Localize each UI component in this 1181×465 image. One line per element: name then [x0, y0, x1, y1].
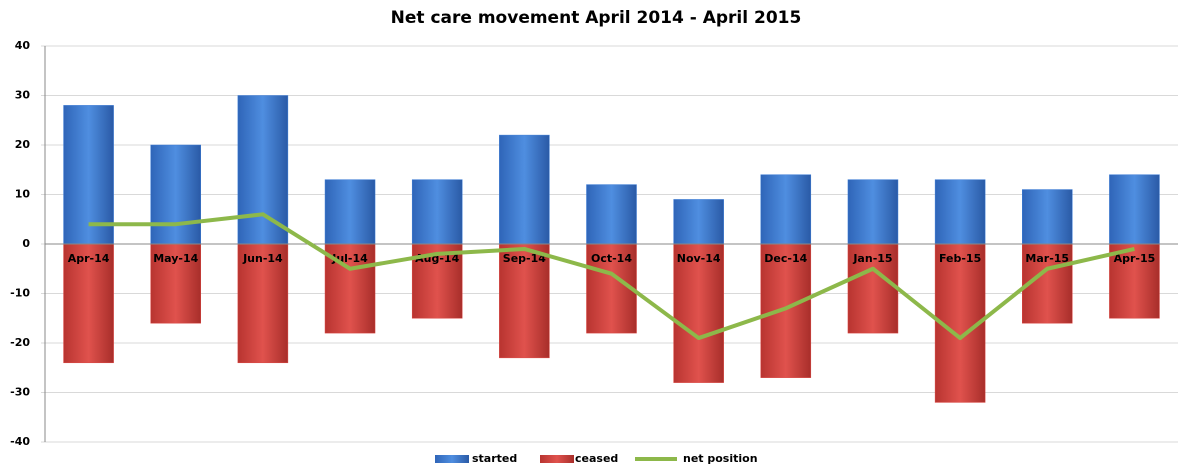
bar: [760, 243, 812, 378]
legend-label: net position: [683, 452, 758, 465]
y-tick-label: -10: [10, 287, 30, 300]
x-tick-label: Dec-14: [764, 252, 807, 265]
y-tick-label: 30: [15, 89, 31, 102]
y-tick-label: -40: [10, 435, 30, 448]
legend-label: ceased: [575, 452, 618, 465]
bar: [673, 199, 724, 245]
bar: [499, 243, 550, 359]
x-tick-label: Apr-14: [68, 252, 110, 265]
bar: [63, 243, 114, 364]
legend-swatch: [540, 455, 574, 463]
x-tick-label: Mar-15: [1025, 252, 1069, 265]
bar: [760, 174, 812, 245]
bar: [237, 95, 289, 245]
bar: [673, 243, 724, 383]
x-tick-label: Sep-14: [503, 252, 546, 265]
bar: [150, 243, 201, 324]
legend-swatch: [435, 455, 469, 463]
chart-title: Net care movement April 2014 - April 201…: [391, 8, 802, 28]
y-tick-label: 0: [22, 237, 30, 250]
bar: [237, 243, 289, 364]
y-tick-label: -30: [10, 386, 30, 399]
bar: [1022, 189, 1073, 245]
x-tick-label: May-14: [153, 252, 198, 265]
y-tick-label: 40: [15, 39, 31, 52]
bar: [1109, 174, 1160, 245]
x-tick-label: Feb-15: [939, 252, 981, 265]
bar: [586, 243, 637, 334]
bar: [411, 179, 463, 245]
bar: [847, 179, 899, 245]
bar: [847, 243, 899, 334]
bar: [499, 134, 550, 245]
x-tick-label: Apr-15: [1114, 252, 1156, 265]
bar: [63, 105, 114, 245]
x-tick-label: Nov-14: [677, 252, 721, 265]
bar: [324, 179, 376, 245]
y-tick-label: 20: [15, 138, 31, 151]
x-tick-label: Jan-15: [852, 252, 892, 265]
y-tick-label: -20: [10, 336, 30, 349]
bar: [150, 144, 201, 245]
y-tick-label: 10: [15, 188, 31, 201]
legend-label: started: [472, 452, 517, 465]
line: [88, 212, 1135, 341]
bar: [586, 184, 637, 245]
bar: [934, 179, 986, 245]
x-tick-label: Jun-14: [242, 252, 283, 265]
x-tick-label: Oct-14: [591, 252, 632, 265]
